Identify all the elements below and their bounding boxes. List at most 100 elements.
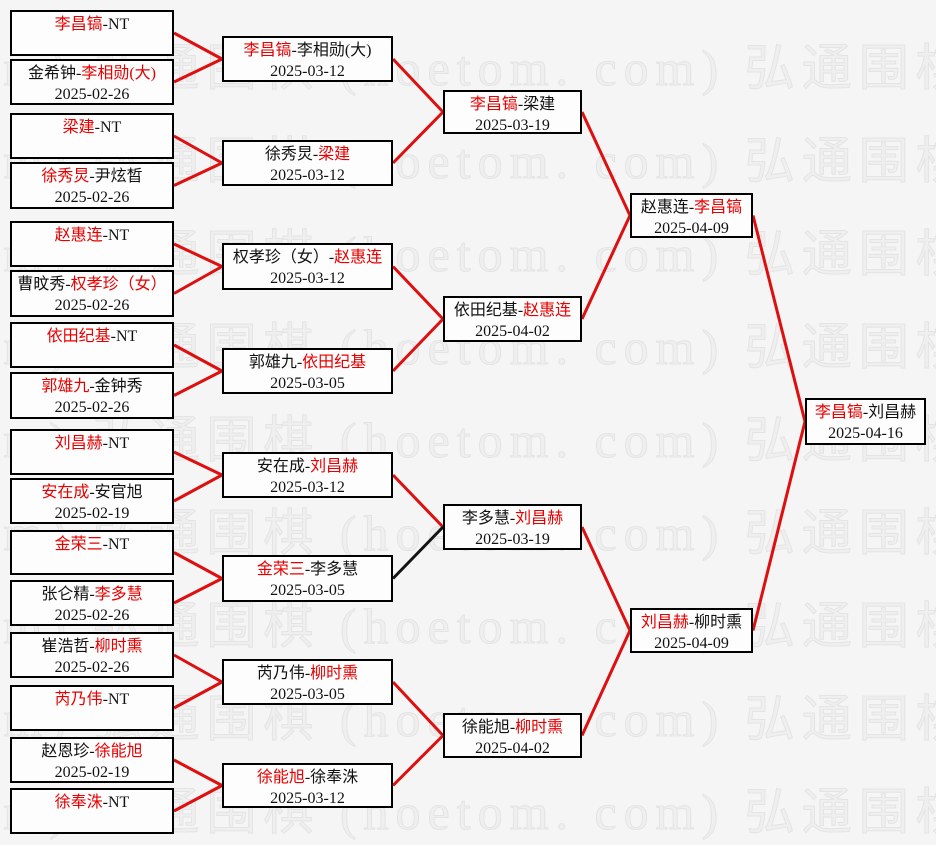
match-pairing: 安在成-刘昌赫 <box>224 456 391 477</box>
bracket-connector <box>173 57 223 84</box>
match-box-round-1[interactable]: 郭雄九-金钟秀 2025-02-26 <box>10 372 174 419</box>
match-pairing: 郭雄九-依田纪基 <box>224 352 391 373</box>
player-name: NT <box>108 794 130 811</box>
match-date: 2025-03-19 <box>475 531 550 548</box>
bracket-connector <box>173 758 223 787</box>
player-name: 柳时熏 <box>310 665 359 682</box>
pairing-separator: - <box>89 484 95 501</box>
player-name: NT <box>108 691 130 708</box>
pairing-separator: - <box>89 586 95 603</box>
match-box-round-2[interactable]: 徐秀炅-梁建 2025-03-12 <box>222 140 393 186</box>
pairing-separator: - <box>65 276 71 293</box>
player-name: 李相勋(大) <box>296 42 372 59</box>
match-box-round-2[interactable]: 权孝珍（女）-赵惠连 2025-03-12 <box>222 243 393 290</box>
match-box-round-1: 赵惠连-NT <box>10 221 174 267</box>
bracket-connector <box>173 265 223 295</box>
match-date: 2025-02-26 <box>54 189 130 206</box>
bracket-connector <box>173 473 223 503</box>
player-name: 李昌镐 <box>243 42 292 59</box>
match-box-round-2[interactable]: 安在成-刘昌赫 2025-03-12 <box>222 452 393 498</box>
match-box-round-2[interactable]: 郭雄九-依田纪基 2025-03-05 <box>222 348 393 394</box>
match-pairing: 依田纪基-NT <box>12 326 172 347</box>
match-pairing: 李多慧-刘昌赫 <box>445 508 580 529</box>
bracket-connector <box>391 110 445 165</box>
bracket-connector <box>391 734 445 787</box>
match-box-round-3[interactable]: 依田纪基-赵惠连 2025-04-02 <box>443 296 582 342</box>
match-pairing: 徐奉洙-NT <box>12 792 172 813</box>
player-name: 李多慧 <box>461 510 510 527</box>
bracket-connector <box>173 31 223 61</box>
pairing-separator: - <box>291 42 297 59</box>
player-name: 李相勋(大) <box>81 65 156 82</box>
bracket-connector <box>391 317 445 373</box>
match-box-round-2[interactable]: 李昌镐-李相勋(大) 2025-03-12 <box>222 36 393 82</box>
match-box-round-3[interactable]: 李昌镐-梁建 2025-03-19 <box>443 90 582 134</box>
player-name: 依田纪基 <box>46 328 111 345</box>
match-box-round-2[interactable]: 芮乃伟-柳时熏 2025-03-05 <box>222 659 393 705</box>
match-box-round-1[interactable]: 安在成-安官旭 2025-02-19 <box>10 478 174 524</box>
match-box-round-1: 李昌镐-NT <box>10 10 174 56</box>
match-box-round-3[interactable]: 李多慧-刘昌赫 2025-03-19 <box>443 504 582 550</box>
match-box-semifinal[interactable]: 赵惠连-李昌镐 2025-04-09 <box>630 193 753 238</box>
match-date: 2025-04-02 <box>475 740 550 757</box>
match-box-round-1[interactable]: 金希钟-李相勋(大) 2025-02-26 <box>10 59 174 105</box>
bracket-connector <box>173 450 223 477</box>
bracket-connector <box>173 784 223 813</box>
match-pairing: 芮乃伟-柳时熏 <box>224 663 391 684</box>
match-box-round-1: 刘昌赫-NT <box>10 429 174 475</box>
player-name: NT <box>108 227 130 244</box>
match-box-round-1[interactable]: 曹旼秀-权孝珍（女） 2025-02-26 <box>10 270 174 317</box>
match-date: 2025-03-05 <box>270 686 345 703</box>
match-date: 2025-02-26 <box>54 86 130 103</box>
bracket-connector <box>751 421 807 631</box>
match-box-final[interactable]: 李昌镐-刘昌赫 2025-04-16 <box>805 398 926 445</box>
pairing-separator: - <box>517 96 524 113</box>
match-pairing: 赵惠连-李昌镐 <box>632 197 751 218</box>
match-box-round-1: 金荣三-NT <box>10 530 174 575</box>
bracket-connector <box>173 242 223 268</box>
player-name: 张仑精 <box>41 586 90 603</box>
player-name: 赵惠连 <box>523 302 572 319</box>
bracket-connector <box>580 111 632 217</box>
match-pairing: 权孝珍（女）-赵惠连 <box>224 247 391 268</box>
player-name: 赵惠连 <box>54 227 103 244</box>
player-name: 李多慧 <box>310 561 359 578</box>
match-date: 2025-03-19 <box>475 117 550 134</box>
pairing-separator: - <box>89 638 95 655</box>
player-name: 曹旼秀 <box>17 276 66 293</box>
player-name: 芮乃伟 <box>256 665 305 682</box>
player-name: 刘昌赫 <box>868 404 917 421</box>
match-pairing: 赵惠连-NT <box>12 225 172 246</box>
player-name: 依田纪基 <box>302 354 367 371</box>
player-name: 金荣三 <box>256 561 305 578</box>
player-name: 徐能旭 <box>461 719 510 736</box>
pairing-separator: - <box>102 536 108 553</box>
match-date: 2025-04-09 <box>654 220 729 237</box>
match-box-round-1[interactable]: 赵恩珍-徐能旭 2025-02-19 <box>10 737 174 783</box>
bracket-connector <box>391 680 445 737</box>
match-box-round-3[interactable]: 徐能旭-柳时熏 2025-04-02 <box>443 713 582 758</box>
match-date: 2025-02-19 <box>54 764 130 781</box>
bracket-connector <box>173 134 223 165</box>
match-pairing: 郭雄九-金钟秀 <box>12 376 172 397</box>
match-date: 2025-02-26 <box>54 659 130 676</box>
bracket-connector <box>173 577 223 605</box>
match-box-round-1[interactable]: 崔浩哲-柳时熏 2025-02-26 <box>10 632 174 678</box>
match-pairing: 金希钟-李相勋(大) <box>12 63 172 84</box>
pairing-separator: - <box>862 404 869 421</box>
player-name: NT <box>100 119 122 136</box>
match-box-round-2[interactable]: 金荣三-李多慧 2025-03-05 <box>222 555 393 602</box>
pairing-separator: - <box>304 458 311 475</box>
match-box-round-1[interactable]: 张仑精-李多慧 2025-02-26 <box>10 580 174 626</box>
pairing-separator: - <box>509 719 516 736</box>
match-pairing: 安在成-安官旭 <box>12 482 172 503</box>
match-box-round-1[interactable]: 徐秀炅-尹炫晳 2025-02-26 <box>10 162 174 209</box>
player-name: 李昌镐 <box>54 16 103 33</box>
bracket-connector <box>173 653 223 684</box>
match-box-round-2[interactable]: 徐能旭-徐奉洙 2025-03-12 <box>222 763 393 808</box>
match-box-semifinal[interactable]: 刘昌赫-柳时熏 2025-04-09 <box>630 608 753 653</box>
match-pairing: 刘昌赫-NT <box>12 433 172 454</box>
bracket-connector <box>580 526 632 632</box>
